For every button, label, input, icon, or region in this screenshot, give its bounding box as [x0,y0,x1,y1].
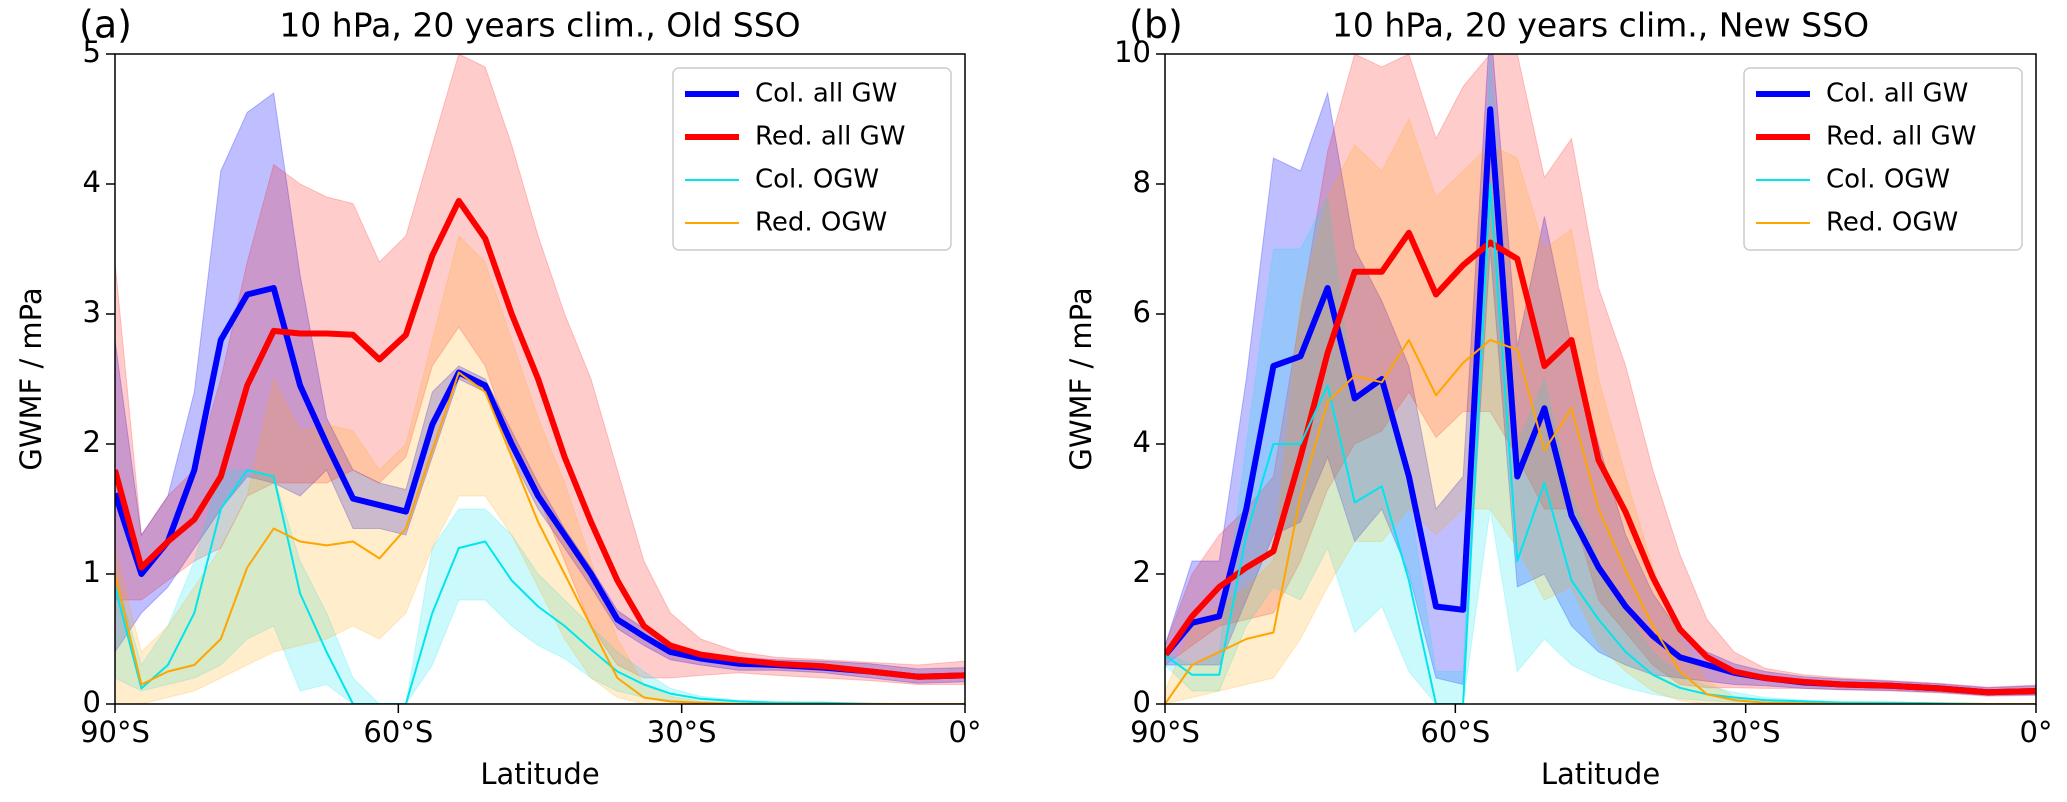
y-tick-label: 6 [1133,295,1151,329]
panel-label: (a) [79,3,132,47]
y-tick-label: 1 [83,555,101,589]
panel-label: (b) [1129,3,1183,47]
legend-label: Col. all GW [755,79,897,109]
x-tick-label: 60°S [1420,715,1490,749]
plot-area [115,54,965,704]
x-tick-label: 0° [2020,715,2053,749]
panel: 0 2 4 6 8 10 90°S 60°S 30°S 0° Latitude GWMF / mPa 1… [1064,3,2052,792]
y-tick-label: 0 [1133,685,1151,719]
y-tick-label: 4 [83,165,101,199]
legend-label: Red. all GW [755,122,905,152]
legend-label: Col. OGW [1826,165,1950,195]
spread-band [115,92,965,684]
x-tick-label: 0° [949,715,982,749]
legend: Col. all GW Red. all GW Col. OGW Red. OGW [672,67,952,251]
chart-title: 10 hPa, 20 years clim., Old SSO [279,6,800,45]
y-tick-label: 2 [83,425,101,459]
y-tick-label: 4 [1133,425,1151,459]
spread-band [115,469,965,704]
y-tick-label: 3 [83,295,101,329]
y-tick-label: 10 [1114,35,1151,69]
legend-label: Red. OGW [755,208,887,238]
series-line [115,197,965,680]
plot-area [1165,54,2036,704]
legend: Col. all GW Red. all GW Col. OGW Red. OGW [1743,67,2023,251]
x-axis-label: Latitude [480,757,599,791]
x-tick-label: 30°S [1711,715,1781,749]
chart-title: 10 hPa, 20 years clim., New SSO [1332,6,1869,45]
x-axis-label: Latitude [1541,757,1660,791]
spread-band [1165,54,2036,697]
x-tick-label: 60°S [363,715,433,749]
axes-frame [114,53,966,705]
y-tick-label: 8 [1133,165,1151,199]
spread-band [115,235,965,704]
x-tick-label: 30°S [647,715,717,749]
panel: 0 1 2 3 4 5 90°S 60°S 30°S 0° Latitude GWMF / mPa 10… [14,3,981,792]
legend-label: Red. all GW [1826,122,1976,152]
series-line [115,371,965,704]
y-tick-label: 2 [1133,555,1151,589]
legend-box [672,67,952,251]
y-axis-label: GWMF / mPa [1064,287,1098,470]
series-line [115,469,965,704]
y-tick-label: 5 [83,35,101,69]
series-line [115,285,965,680]
y-tick-label: 0 [83,685,101,719]
series-line [1165,183,2036,704]
legend-label: Col. OGW [755,165,879,195]
axes-frame [1164,53,2037,705]
x-tick-label: 90°S [1130,715,1200,749]
series-line [1165,229,2036,696]
x-tick-label: 90°S [80,715,150,749]
legend-box [1743,67,2023,251]
legend-label: Red. OGW [1826,208,1958,238]
y-axis-label: GWMF / mPa [14,287,48,470]
legend-label: Col. all GW [1826,79,1968,109]
spread-band [1165,54,2036,704]
